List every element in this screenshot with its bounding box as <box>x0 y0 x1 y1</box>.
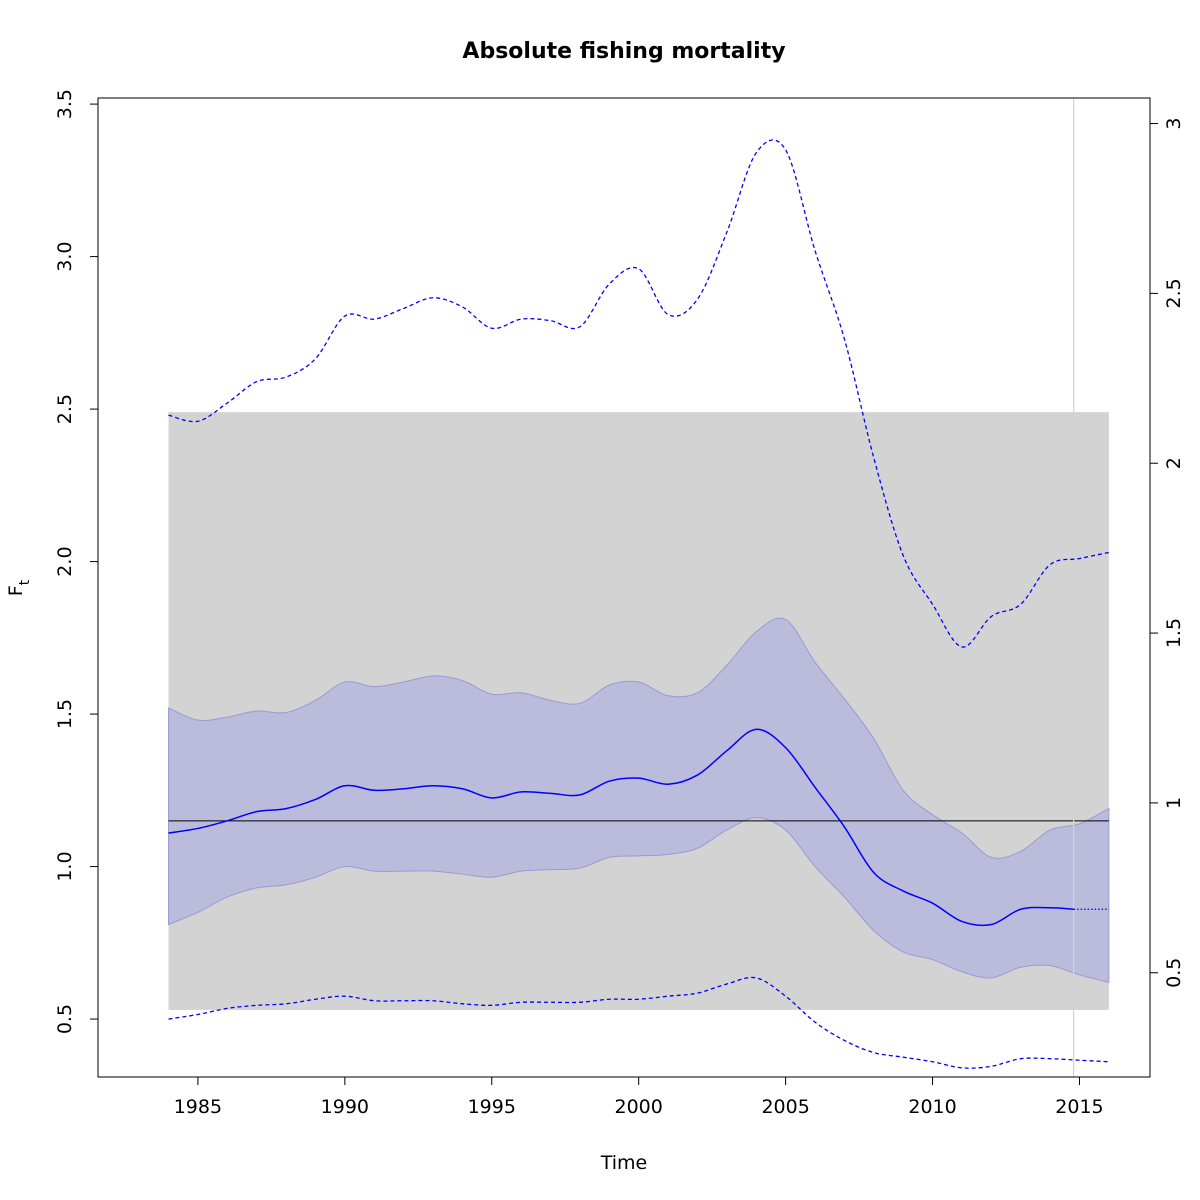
x-tick-label: 2005 <box>761 1096 809 1118</box>
y2-tick-label: 3 <box>1163 117 1185 129</box>
y-axis: 0.5 1.0 1.5 2.0 2.5 3.0 3.5 <box>54 89 99 1034</box>
y-tick-label: 0.5 <box>54 1004 76 1034</box>
y-tick-label: 1.0 <box>54 851 76 881</box>
y-axis-label-subscript: t <box>17 579 33 585</box>
reference-lines-layer <box>168 98 1109 1077</box>
y2-tick-label: 2.5 <box>1163 278 1185 308</box>
series-line-outer-upper <box>168 139 1109 648</box>
y2-tick-label: 0.5 <box>1163 958 1185 988</box>
x-tick-label: 1995 <box>468 1096 516 1118</box>
confidence-band <box>168 617 1110 984</box>
y2-tick-label: 1.5 <box>1163 618 1185 648</box>
y-tick-label: 2.0 <box>54 546 76 576</box>
x-axis-label: Time <box>600 1152 648 1174</box>
y2-tick-label: 1 <box>1163 797 1185 809</box>
x-tick-label: 2010 <box>908 1096 956 1118</box>
x-axis: 1985 1990 1995 2000 2005 2010 2015 <box>174 1076 1104 1118</box>
x-tick-label: 1990 <box>321 1096 369 1118</box>
secondary-y-axis: 0.5 1 1.5 2 2.5 3 <box>1149 117 1185 988</box>
series-line-outer-lower <box>168 976 1109 1069</box>
x-tick-label: 2015 <box>1055 1096 1103 1118</box>
y2-tick-label: 2 <box>1163 457 1185 469</box>
y-axis-label-main: F <box>5 585 27 596</box>
y-tick-label: 3.0 <box>54 241 76 271</box>
y-axis-label: Ft <box>5 579 33 596</box>
y-tick-label: 3.5 <box>54 89 76 119</box>
x-tick-label: 1985 <box>174 1096 222 1118</box>
y-tick-label: 1.5 <box>54 699 76 729</box>
x-tick-label: 2000 <box>615 1096 663 1118</box>
y-tick-label: 2.5 <box>54 394 76 424</box>
series-lines-layer <box>168 139 1109 1069</box>
chart-title: Absolute fishing mortality <box>462 39 785 64</box>
confidence-band-layer <box>168 617 1110 984</box>
series-line-estimate <box>168 728 1074 927</box>
